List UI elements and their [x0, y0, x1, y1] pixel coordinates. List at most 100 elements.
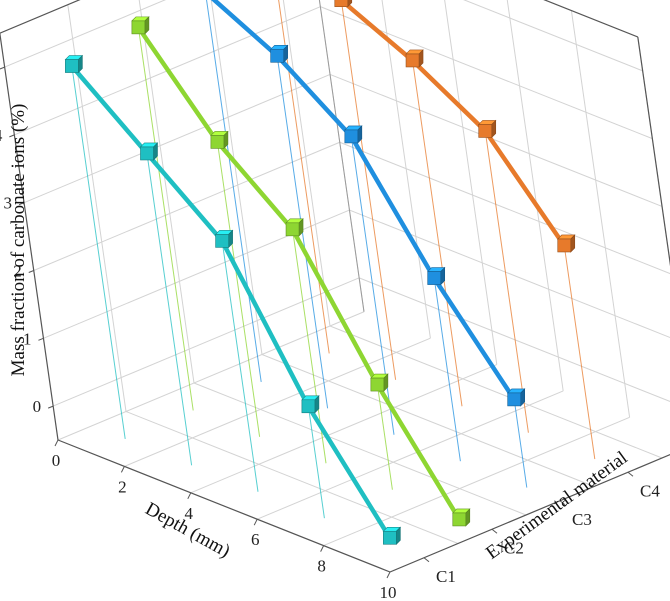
- left-wall-grid-line: [138, 0, 195, 384]
- y-tick-label: C4: [640, 481, 660, 500]
- drop-line: [340, 0, 397, 380]
- left-wall-grid-line: [282, 0, 331, 327]
- floor-grid-line: [190, 364, 497, 494]
- box-edge: [637, 36, 670, 267]
- floor-grid-line: [124, 337, 431, 467]
- z-tick-mark: [0, 66, 5, 70]
- box-edge: [57, 439, 391, 573]
- data-point: [478, 119, 497, 139]
- series-line-C3: [210, 0, 517, 401]
- x-tick-mark: [54, 439, 59, 447]
- back-wall-grid-line: [444, 0, 498, 365]
- drop-line: [484, 130, 529, 433]
- data-point: [344, 125, 363, 144]
- data-point: [452, 508, 471, 527]
- data-point: [405, 49, 424, 68]
- z-tick-label: 0: [33, 397, 42, 416]
- back-wall-grid-line: [381, 0, 431, 339]
- floor-grid-line: [125, 411, 459, 544]
- data-point: [506, 388, 526, 407]
- drop-line: [412, 60, 463, 407]
- data-point: [269, 44, 289, 64]
- x-tick-label: 10: [380, 583, 397, 601]
- z-axis-label: Mass fraction of carbonate ions (%): [8, 104, 29, 377]
- box-edge: [543, 0, 639, 38]
- left-wall-grid-line: [23, 73, 331, 204]
- box-edge: [0, 33, 59, 441]
- x-tick-label: 0: [52, 451, 61, 470]
- floor-grid-line: [261, 354, 595, 487]
- floor-grid-line: [329, 325, 663, 459]
- x-tick-label: 2: [118, 477, 127, 496]
- box-edge: [389, 453, 670, 573]
- drop-line: [206, 0, 262, 383]
- drop-line: [146, 153, 193, 466]
- drop-line: [433, 278, 461, 462]
- x-tick-mark: [253, 518, 258, 526]
- z-tick-mark: [9, 134, 15, 138]
- y-tick-label: C3: [572, 510, 592, 529]
- drop-line: [137, 27, 194, 411]
- x-tick-mark: [120, 466, 125, 473]
- data-point: [131, 16, 150, 35]
- drop-line: [216, 141, 261, 437]
- back-wall-grid-line: [349, 209, 670, 339]
- drop-line: [513, 399, 528, 488]
- data-point: [382, 526, 402, 545]
- back-wall-grid-line: [358, 277, 670, 402]
- series-layer: [64, 0, 576, 545]
- drop-line: [221, 240, 259, 492]
- grid-layer: [0, 0, 670, 573]
- x-tick-mark: [386, 571, 391, 579]
- z-tick-label: 4: [0, 126, 3, 145]
- floor-grid-line: [57, 311, 365, 441]
- series-line-C4: [336, 0, 567, 247]
- box-edge: [0, 0, 81, 34]
- x-tick-label: 8: [317, 557, 326, 576]
- drop-line: [563, 245, 596, 460]
- box-edge: [318, 0, 365, 312]
- x-tick-mark: [320, 545, 325, 552]
- y-tick-label: C1: [436, 567, 456, 586]
- data-point: [285, 218, 304, 237]
- left-wall-grid-line: [43, 209, 350, 339]
- drop-line: [278, 0, 330, 354]
- data-point: [426, 266, 446, 286]
- y-tick-mark: [559, 500, 566, 506]
- left-wall-grid-line: [52, 277, 360, 407]
- y-tick-label: C2: [504, 538, 524, 557]
- left-wall-grid-line: [210, 0, 263, 355]
- back-wall-grid-line: [329, 73, 663, 207]
- data-point: [210, 130, 229, 150]
- data-point: [334, 0, 353, 8]
- data-point: [301, 395, 320, 414]
- y-tick-mark: [423, 557, 430, 563]
- x-tick-label: 4: [185, 504, 194, 523]
- tick-labels: 0123450246810C1C2C3C4: [0, 66, 660, 601]
- floor-grid-line: [323, 416, 630, 547]
- z-tick-label: 2: [13, 262, 22, 281]
- z-tick-mark: [47, 405, 54, 409]
- left-wall-grid-line: [4, 0, 167, 68]
- y-axis-label: Experimental material: [482, 447, 631, 564]
- data-point: [139, 142, 159, 161]
- y-tick-mark: [491, 528, 498, 534]
- drop-line: [376, 384, 393, 490]
- z-tick-mark: [18, 202, 25, 206]
- back-wall-grid-line: [506, 0, 564, 392]
- drop-line: [307, 406, 325, 519]
- x-tick-label: 6: [251, 530, 260, 549]
- floor-grid-line: [193, 382, 527, 516]
- back-wall-grid-line: [339, 141, 670, 275]
- left-wall-grid-line: [33, 141, 340, 271]
- data-point: [557, 234, 576, 253]
- back-wall-grid-line: [463, 0, 643, 72]
- z-tick-label: 3: [4, 194, 13, 213]
- x-tick-mark: [187, 492, 192, 500]
- floor-grid-line: [257, 390, 564, 520]
- data-point: [214, 229, 234, 249]
- drop-lines: [71, 0, 596, 545]
- z-tick-label: 1: [23, 329, 32, 348]
- drop-line: [71, 65, 126, 440]
